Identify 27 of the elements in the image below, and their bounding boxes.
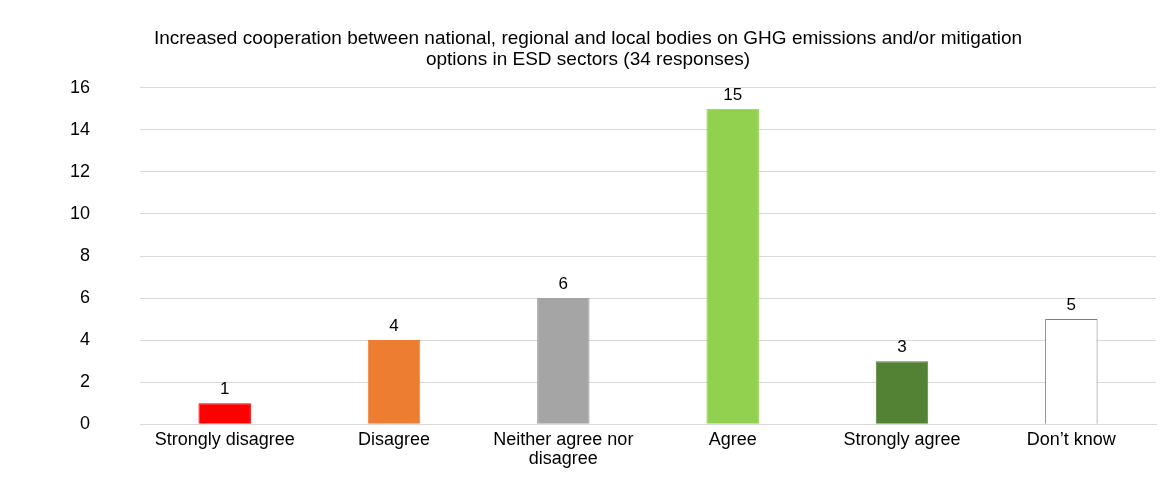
y-tick-label: 14 (69, 118, 91, 139)
y-tick-label: 16 (69, 76, 91, 97)
y-tick-label: 10 (69, 202, 91, 223)
y-tick-label: 12 (69, 160, 91, 181)
data-label: 15 (723, 85, 743, 105)
x-tick-label: Don’t know (1026, 428, 1117, 449)
y-tick-label: 6 (80, 287, 91, 308)
data-label: 6 (558, 274, 569, 294)
data-label: 4 (389, 316, 399, 336)
x-tick-label: Disagree (357, 428, 431, 449)
x-tick-label: Strongly disagree (154, 428, 295, 449)
bar (537, 298, 590, 424)
chart-title: Increased cooperation between national, regional and local bodies on GHG emissions and/or mitigation options in ESD sectors (34 responses) (153, 26, 1023, 69)
bar (706, 108, 759, 424)
x-tick-label: Agree (708, 428, 757, 449)
data-label: 1 (219, 379, 230, 399)
bar (198, 403, 251, 424)
x-tick-label: Neither agree nor disagree (493, 428, 634, 468)
y-tick-label: 8 (80, 244, 91, 265)
x-tick-label: Strongly agree (843, 428, 961, 449)
y-tick-label: 0 (80, 413, 91, 434)
y-tick-label: 2 (80, 371, 91, 392)
data-label: 3 (897, 337, 907, 357)
bar (875, 361, 929, 424)
bar (367, 340, 421, 424)
data-label: 5 (1066, 295, 1077, 315)
y-tick-label: 4 (80, 329, 91, 350)
